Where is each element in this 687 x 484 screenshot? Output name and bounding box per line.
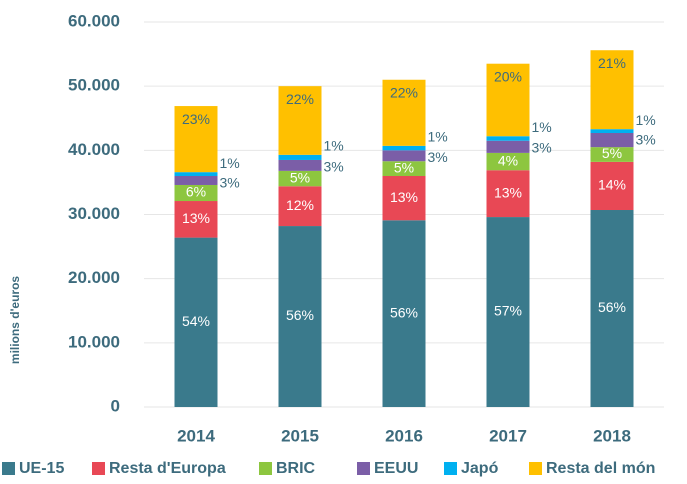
bar-segment bbox=[278, 159, 322, 171]
legend-swatch bbox=[2, 462, 15, 475]
data-label: 1% bbox=[532, 119, 552, 135]
data-label: 20% bbox=[494, 68, 522, 84]
data-label: 13% bbox=[390, 189, 418, 205]
bar-segment bbox=[174, 184, 218, 202]
x-tick-label: 2016 bbox=[385, 426, 423, 445]
data-label: 54% bbox=[182, 313, 210, 329]
bar-segment bbox=[174, 176, 218, 185]
bar-segment bbox=[486, 152, 530, 171]
data-label: 3% bbox=[220, 175, 240, 191]
data-label: 56% bbox=[390, 304, 418, 320]
legend-swatch bbox=[529, 462, 542, 475]
bar-segment bbox=[174, 201, 218, 238]
bar-segment bbox=[382, 150, 426, 162]
bar-segment bbox=[486, 63, 530, 137]
data-label: 5% bbox=[602, 145, 622, 161]
bar-segment bbox=[174, 106, 218, 173]
bar-segment bbox=[278, 86, 322, 155]
bar-segment bbox=[486, 170, 530, 218]
y-tick-label: 10.000 bbox=[68, 332, 120, 351]
x-tick-label: 2015 bbox=[281, 426, 319, 445]
bar-segment bbox=[486, 217, 530, 407]
bar-segment bbox=[590, 50, 634, 130]
legend-label: BRIC bbox=[276, 460, 316, 477]
data-label: 1% bbox=[220, 155, 240, 171]
legend-swatch bbox=[259, 462, 272, 475]
data-label: 6% bbox=[186, 184, 206, 200]
data-label: 1% bbox=[636, 112, 656, 128]
bar-segment bbox=[486, 140, 530, 153]
bar-segment bbox=[486, 136, 530, 141]
y-tick-label: 60.000 bbox=[68, 11, 120, 30]
bar-segment bbox=[174, 237, 218, 407]
y-tick-label: 50.000 bbox=[68, 76, 120, 95]
data-label: 1% bbox=[428, 129, 448, 145]
x-tick-label: 2018 bbox=[593, 426, 631, 445]
data-label: 4% bbox=[498, 152, 518, 168]
data-label: 56% bbox=[598, 299, 626, 315]
legend-swatch bbox=[357, 462, 370, 475]
bar-segment bbox=[382, 161, 426, 176]
data-label: 3% bbox=[428, 149, 448, 165]
data-label: 14% bbox=[598, 177, 626, 193]
bar-segment bbox=[590, 129, 634, 134]
bar-segment bbox=[590, 147, 634, 162]
bar-segment bbox=[278, 170, 322, 187]
bar-segment bbox=[590, 133, 634, 148]
bar-segment bbox=[174, 172, 218, 176]
bar-segment bbox=[382, 220, 426, 407]
legend-label: UE-15 bbox=[19, 460, 64, 477]
y-tick-label: 20.000 bbox=[68, 268, 120, 287]
y-tick-label: 0 bbox=[111, 396, 120, 415]
x-tick-label: 2014 bbox=[177, 426, 215, 445]
legend-swatch bbox=[444, 462, 457, 475]
bar-segment bbox=[590, 210, 634, 407]
data-label: 3% bbox=[532, 139, 552, 155]
data-label: 3% bbox=[636, 132, 656, 148]
data-label: 22% bbox=[286, 91, 314, 107]
bar-segment bbox=[590, 161, 634, 211]
data-label: 3% bbox=[324, 159, 344, 175]
bar-segment bbox=[382, 79, 426, 146]
legend-label: Resta del món bbox=[546, 460, 655, 477]
y-axis-title: milions d'euros bbox=[8, 276, 22, 365]
y-tick-label: 40.000 bbox=[68, 140, 120, 159]
data-label: 21% bbox=[598, 55, 626, 71]
x-tick-label: 2017 bbox=[489, 426, 527, 445]
legend-swatch bbox=[92, 462, 105, 475]
bar-segment bbox=[278, 186, 322, 227]
data-label: 22% bbox=[390, 84, 418, 100]
data-label: 56% bbox=[286, 307, 314, 323]
bar-segment bbox=[382, 145, 426, 151]
data-label: 12% bbox=[286, 197, 314, 213]
legend-label: Japó bbox=[461, 460, 499, 477]
legend-label: Resta d'Europa bbox=[109, 460, 226, 477]
data-label: 5% bbox=[394, 159, 414, 175]
data-label: 23% bbox=[182, 111, 210, 127]
y-tick-label: 30.000 bbox=[68, 204, 120, 223]
bar-segment bbox=[278, 226, 322, 407]
data-label: 13% bbox=[494, 184, 522, 200]
bar-segment bbox=[278, 154, 322, 160]
data-label: 13% bbox=[182, 210, 210, 226]
data-label: 1% bbox=[324, 138, 344, 154]
data-label: 5% bbox=[290, 169, 310, 185]
bar-segment bbox=[382, 176, 426, 221]
data-label: 57% bbox=[494, 303, 522, 319]
legend-label: EEUU bbox=[374, 460, 418, 477]
